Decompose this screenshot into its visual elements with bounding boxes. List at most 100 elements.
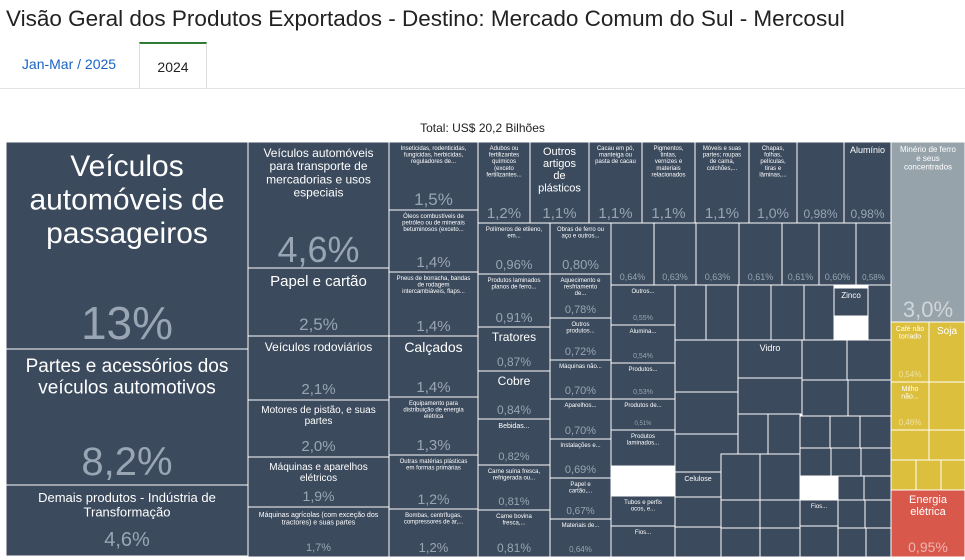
treemap-cell[interactable] bbox=[477, 273, 551, 328]
treemap-cell[interactable] bbox=[694, 141, 750, 224]
treemap-cell-minor[interactable] bbox=[837, 499, 866, 529]
treemap-cell-minor[interactable] bbox=[799, 525, 839, 558]
treemap-cell[interactable] bbox=[928, 321, 965, 383]
treemap-cell[interactable] bbox=[388, 508, 479, 558]
treemap-cell[interactable] bbox=[610, 284, 676, 326]
treemap-cell-minor[interactable] bbox=[759, 453, 801, 501]
treemap-cell-minor[interactable] bbox=[674, 284, 707, 341]
treemap-cell[interactable] bbox=[247, 141, 390, 269]
tab-jan-mar-2025[interactable]: Jan-Mar / 2025 bbox=[21, 56, 117, 72]
treemap-cell-minor[interactable] bbox=[674, 339, 739, 393]
treemap-cell[interactable] bbox=[737, 339, 803, 379]
treemap-cell[interactable] bbox=[610, 429, 676, 467]
treemap-cell-minor[interactable] bbox=[720, 527, 761, 558]
treemap-cell-minor[interactable] bbox=[720, 499, 761, 529]
treemap-cell-minor[interactable] bbox=[915, 459, 942, 491]
treemap-cell-value: 0,54% bbox=[633, 353, 653, 360]
treemap-cell[interactable] bbox=[549, 273, 612, 319]
treemap-cell[interactable] bbox=[610, 324, 676, 364]
treemap-cell-minor[interactable] bbox=[759, 527, 801, 558]
treemap-cell[interactable] bbox=[818, 222, 857, 286]
treemap-cell-minor[interactable] bbox=[928, 429, 965, 461]
treemap-cell-minor[interactable] bbox=[829, 415, 861, 449]
treemap-cell-minor[interactable] bbox=[737, 413, 769, 455]
tab-2024[interactable]: 2024 bbox=[139, 42, 207, 89]
treemap-cell-minor[interactable] bbox=[770, 284, 805, 341]
treemap-cell-minor[interactable] bbox=[674, 526, 722, 558]
treemap-cell-minor[interactable] bbox=[801, 379, 849, 417]
treemap-cell[interactable] bbox=[588, 141, 643, 224]
treemap-cell[interactable] bbox=[610, 495, 676, 527]
treemap-cell[interactable] bbox=[247, 399, 390, 458]
treemap-cell-minor[interactable] bbox=[863, 475, 892, 501]
treemap-cell[interactable] bbox=[610, 362, 676, 400]
treemap-cell[interactable] bbox=[388, 396, 479, 456]
treemap-cell-minor[interactable] bbox=[759, 499, 801, 529]
treemap-cell[interactable] bbox=[799, 499, 839, 527]
treemap-cell[interactable] bbox=[388, 141, 479, 211]
treemap-cell[interactable] bbox=[247, 267, 390, 337]
treemap-cell[interactable] bbox=[549, 222, 612, 275]
treemap-cell[interactable] bbox=[549, 477, 612, 520]
treemap-cell[interactable] bbox=[5, 348, 249, 486]
treemap-cell[interactable] bbox=[5, 141, 249, 350]
treemap-cell-minor[interactable] bbox=[867, 284, 892, 341]
treemap-cell-value: 0,54% bbox=[899, 370, 922, 379]
treemap-cell-minor[interactable] bbox=[799, 415, 831, 449]
treemap-cell[interactable] bbox=[843, 141, 892, 224]
treemap-cell[interactable] bbox=[641, 141, 696, 224]
treemap-cell-minor[interactable] bbox=[837, 475, 865, 501]
treemap-cell[interactable] bbox=[477, 370, 551, 420]
treemap-cell[interactable] bbox=[738, 222, 783, 286]
treemap-cell[interactable] bbox=[477, 509, 551, 558]
treemap-cell-minor[interactable] bbox=[864, 499, 892, 529]
treemap-cell[interactable] bbox=[748, 141, 798, 224]
treemap-cell-minor[interactable] bbox=[837, 527, 867, 558]
treemap-cell[interactable] bbox=[610, 525, 676, 558]
treemap-cell[interactable] bbox=[781, 222, 820, 286]
treemap-cell[interactable] bbox=[388, 271, 479, 337]
treemap-cell-minor[interactable] bbox=[767, 413, 801, 455]
treemap-cell[interactable] bbox=[388, 454, 479, 510]
treemap-cell[interactable] bbox=[549, 398, 612, 440]
treemap-cell-minor[interactable] bbox=[801, 339, 848, 381]
treemap-cell-minor[interactable] bbox=[674, 496, 722, 528]
treemap-cell[interactable] bbox=[549, 438, 612, 479]
treemap-cell-minor[interactable] bbox=[865, 527, 892, 558]
treemap-cell-minor[interactable] bbox=[928, 381, 965, 431]
treemap-cell[interactable] bbox=[855, 222, 892, 286]
treemap-cell-minor[interactable] bbox=[720, 453, 761, 501]
treemap-cell-minor[interactable] bbox=[847, 379, 892, 417]
treemap-cell-minor[interactable] bbox=[705, 284, 739, 341]
treemap-cell[interactable] bbox=[247, 335, 390, 401]
treemap-cell-minor[interactable] bbox=[799, 447, 832, 477]
treemap-cell[interactable] bbox=[549, 518, 612, 558]
treemap-cell-minor[interactable] bbox=[860, 447, 892, 477]
treemap-cell[interactable] bbox=[247, 506, 390, 558]
treemap-cell[interactable] bbox=[890, 321, 930, 383]
treemap-cell[interactable] bbox=[890, 381, 930, 431]
treemap-cell-value: 0,98% bbox=[850, 207, 884, 221]
treemap-cell-minor[interactable] bbox=[737, 284, 772, 341]
treemap-cell[interactable] bbox=[549, 359, 612, 400]
treemap-cell-minor[interactable] bbox=[890, 459, 917, 491]
treemap-cell-minor[interactable] bbox=[859, 415, 892, 449]
treemap-cell-minor[interactable] bbox=[737, 377, 803, 415]
treemap-cell[interactable] bbox=[653, 222, 697, 286]
treemap-cell-minor[interactable] bbox=[830, 447, 862, 477]
treemap-cell[interactable] bbox=[549, 317, 612, 361]
treemap-cell[interactable] bbox=[796, 141, 845, 224]
treemap-cell-minor[interactable] bbox=[803, 284, 835, 341]
treemap-cell-label: Soja bbox=[937, 326, 957, 337]
treemap-cell-minor[interactable] bbox=[940, 459, 965, 491]
treemap-cell[interactable] bbox=[674, 471, 722, 498]
treemap-cell-minor[interactable] bbox=[846, 339, 892, 381]
treemap-cell[interactable] bbox=[695, 222, 740, 286]
treemap-cell-minor[interactable] bbox=[674, 391, 739, 435]
treemap-cell-minor[interactable] bbox=[890, 429, 930, 461]
treemap-cell-value: 1,2% bbox=[418, 491, 450, 507]
treemap-cell[interactable] bbox=[833, 287, 869, 317]
treemap-cell[interactable] bbox=[890, 489, 965, 558]
treemap-cell[interactable] bbox=[388, 335, 479, 398]
treemap-cell[interactable] bbox=[388, 209, 479, 273]
